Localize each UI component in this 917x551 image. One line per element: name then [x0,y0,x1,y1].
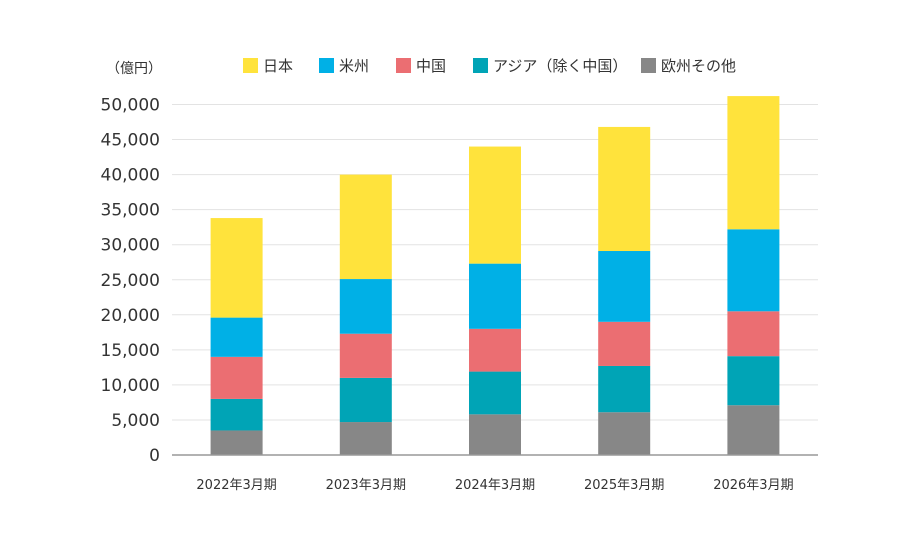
bar-segment [469,371,521,415]
bar-segment [598,365,651,413]
bar-segment [598,412,651,455]
bar-segment [339,174,392,280]
bar-segment [598,321,651,366]
x-tick-label: 2024年3月期 [455,478,535,493]
bar-segment [339,279,392,334]
legend-label: 米州 [339,57,369,75]
legend-swatch [473,58,488,73]
y-tick-label: 25,000 [101,271,160,291]
bars [210,96,780,455]
legend-swatch [243,58,258,73]
y-tick-label: 0 [149,446,160,466]
y-tick-label: 30,000 [101,236,160,256]
legend-label: 欧州その他 [661,57,736,75]
legend-swatch [396,58,411,73]
legend: 日本 米州 中国 アジア（除く中国） 欧州その他 [243,57,736,75]
bar-segment [210,218,263,318]
bar-segment [210,356,263,399]
x-tick-label: 2022年3月期 [196,478,276,493]
y-tick-label: 35,000 [101,201,160,221]
bar-segment [469,146,521,264]
bar-segment [210,398,263,431]
bar-segment [727,229,780,312]
bar-segment [339,333,392,378]
legend-swatch [641,58,656,73]
y-tick-label: 10,000 [101,376,160,396]
x-tick-label: 2025年3月期 [584,478,664,493]
y-tick-label: 15,000 [101,341,160,361]
bar-segment [598,126,651,252]
legend-label: アジア（除く中国） [493,57,627,75]
y-tick-label: 45,000 [101,131,160,151]
x-tick-label: 2023年3月期 [326,478,406,493]
bar-segment [598,251,651,322]
bar-segment [339,377,392,423]
bar-segment [210,317,263,357]
legend-label: 中国 [416,57,446,75]
y-axis-unit-label: （億円） [106,61,162,77]
bar-segment [339,422,392,455]
bar-segment [727,311,780,357]
legend-label: 日本 [263,57,293,75]
bar-segment [727,96,780,230]
bar-segment [727,405,780,455]
y-axis-ticks: 0 5,000 10,000 15,000 20,000 25,000 30,000 35,0… [101,96,160,467]
bar-segment [727,356,780,406]
y-tick-label: 50,000 [101,96,160,116]
y-tick-label: 20,000 [101,306,160,326]
x-tick-label: 2026年3月期 [713,478,793,493]
legend-swatch [319,58,334,73]
bar-segment [210,430,263,455]
x-axis-ticks: 2022年3月期 2023年3月期 2024年3月期 2025年3月期 2026年3月期 [196,478,793,493]
y-tick-label: 40,000 [101,166,160,186]
y-tick-label: 5,000 [111,411,160,431]
bar-segment [469,263,521,329]
bar-segment [469,328,521,372]
bar-segment [469,414,521,455]
